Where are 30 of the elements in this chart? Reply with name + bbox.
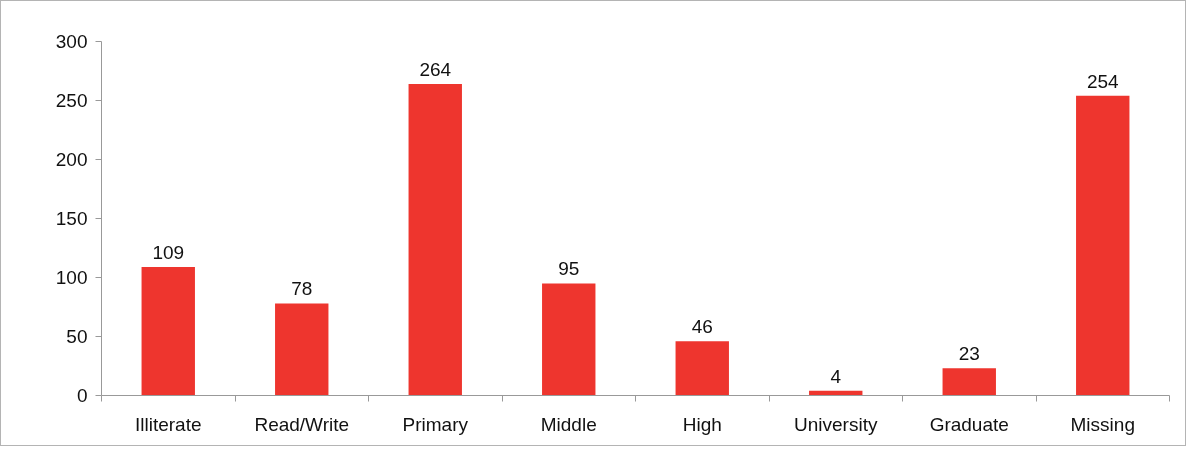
bar bbox=[275, 303, 329, 396]
y-tick-label: 200 bbox=[55, 149, 88, 170]
bar bbox=[542, 283, 596, 396]
y-tick-label: 0 bbox=[76, 385, 88, 406]
bar bbox=[408, 83, 462, 396]
x-tick-label: Missing bbox=[1070, 413, 1135, 435]
data-label: 95 bbox=[558, 258, 580, 280]
x-tick-label: Illiterate bbox=[134, 413, 202, 435]
data-label: 109 bbox=[152, 241, 185, 263]
bar bbox=[675, 341, 729, 396]
bar bbox=[1076, 95, 1130, 396]
x-tick-label: Middle bbox=[540, 413, 597, 435]
data-label: 264 bbox=[419, 58, 452, 80]
y-tick-label: 100 bbox=[55, 267, 88, 288]
y-tick-label: 50 bbox=[66, 326, 88, 347]
y-tick-label: 150 bbox=[55, 208, 88, 229]
data-label: 4 bbox=[830, 365, 842, 387]
x-tick-label: Graduate bbox=[929, 413, 1009, 435]
data-label: 78 bbox=[291, 278, 313, 300]
bar bbox=[942, 368, 996, 396]
x-tick-label: High bbox=[682, 413, 722, 435]
data-label: 254 bbox=[1086, 70, 1120, 92]
y-tick-label: 300 bbox=[55, 31, 88, 52]
data-label: 46 bbox=[691, 316, 713, 338]
y-tick-label: 250 bbox=[55, 90, 88, 111]
bar bbox=[141, 266, 195, 396]
x-tick-label: Read/Write bbox=[254, 413, 350, 435]
x-tick-label: University bbox=[794, 413, 878, 435]
data-label: 23 bbox=[958, 343, 980, 365]
x-tick-label: Primary bbox=[402, 413, 469, 435]
